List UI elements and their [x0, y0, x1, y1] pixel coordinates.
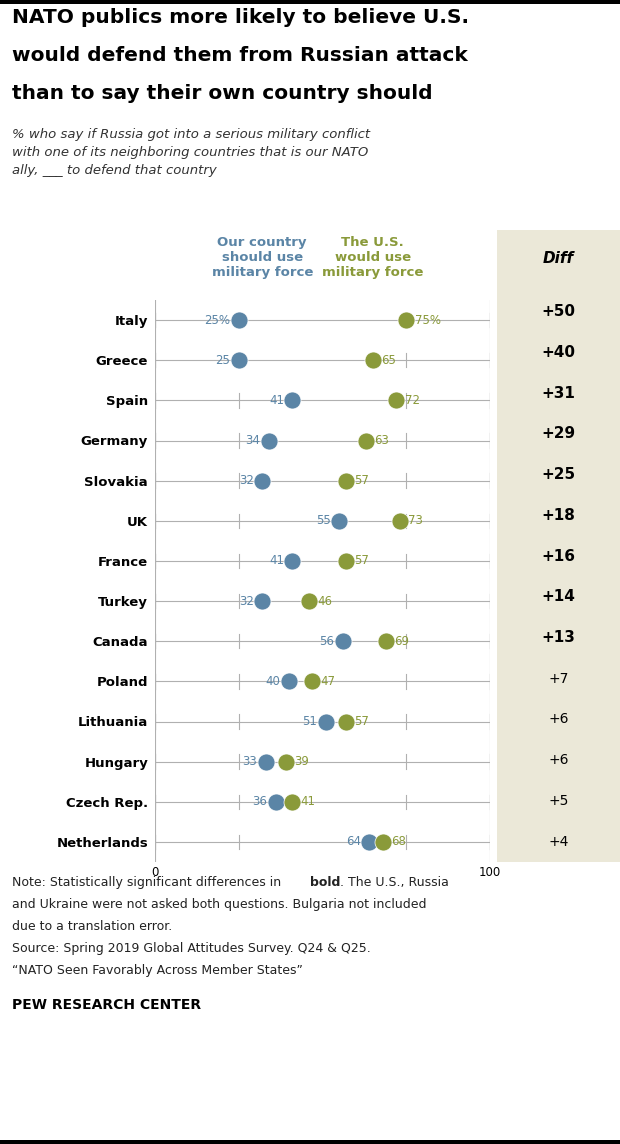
Point — [365, 833, 374, 851]
Text: 63: 63 — [374, 434, 389, 447]
Text: 34: 34 — [246, 434, 260, 447]
Text: 75%: 75% — [415, 313, 441, 326]
Text: +4: +4 — [548, 835, 569, 849]
Text: than to say their own country should: than to say their own country should — [12, 84, 433, 103]
Text: Our country
should use
military force: Our country should use military force — [211, 236, 313, 279]
Text: 55: 55 — [316, 515, 331, 527]
Point — [394, 511, 404, 530]
Text: Source: Spring 2019 Global Attitudes Survey. Q24 & Q25.: Source: Spring 2019 Global Attitudes Sur… — [12, 942, 371, 955]
Point — [284, 673, 294, 691]
Text: would defend them from Russian attack: would defend them from Russian attack — [12, 46, 467, 65]
Point — [341, 713, 351, 731]
Text: 47: 47 — [321, 675, 336, 688]
Text: 46: 46 — [317, 595, 332, 607]
Text: +29: +29 — [541, 427, 575, 442]
Point — [338, 633, 348, 651]
Point — [378, 833, 388, 851]
Text: +18: +18 — [541, 508, 575, 523]
Point — [381, 633, 391, 651]
Text: 40: 40 — [266, 675, 281, 688]
Text: % who say if Russia got into a serious military conflict
with one of its neighbo: % who say if Russia got into a serious m… — [12, 128, 370, 177]
Text: 65: 65 — [381, 353, 396, 367]
Text: 57: 57 — [354, 555, 369, 567]
Text: +5: +5 — [548, 794, 569, 808]
Text: 33: 33 — [242, 755, 257, 768]
Text: 51: 51 — [303, 715, 317, 728]
Text: 25: 25 — [216, 353, 231, 367]
Point — [281, 753, 291, 771]
Text: +25: +25 — [541, 467, 575, 482]
Text: 32: 32 — [239, 474, 254, 487]
Text: 57: 57 — [354, 715, 369, 728]
Point — [234, 311, 244, 329]
Point — [257, 591, 267, 610]
Point — [288, 551, 298, 570]
Point — [288, 391, 298, 410]
Point — [257, 471, 267, 490]
Point — [308, 673, 317, 691]
Text: +31: +31 — [541, 386, 575, 400]
Text: +13: +13 — [541, 630, 575, 645]
Point — [341, 551, 351, 570]
Text: 41: 41 — [269, 394, 284, 407]
Text: Note: Statistically significant differences in: Note: Statistically significant differen… — [12, 876, 285, 889]
Text: 41: 41 — [269, 555, 284, 567]
Text: +16: +16 — [541, 549, 575, 564]
Point — [341, 471, 351, 490]
Text: due to a translation error.: due to a translation error. — [12, 920, 172, 934]
Text: 72: 72 — [405, 394, 420, 407]
Text: . The U.S., Russia: . The U.S., Russia — [340, 876, 449, 889]
Text: 69: 69 — [394, 635, 410, 648]
Point — [401, 311, 411, 329]
Point — [260, 753, 270, 771]
Point — [334, 511, 344, 530]
Point — [321, 713, 331, 731]
Text: 57: 57 — [354, 474, 369, 487]
Text: 41: 41 — [301, 795, 316, 809]
Text: PEW RESEARCH CENTER: PEW RESEARCH CENTER — [12, 998, 201, 1012]
Point — [391, 391, 401, 410]
Text: 68: 68 — [391, 835, 406, 849]
Text: +14: +14 — [541, 589, 575, 604]
Text: 25%: 25% — [205, 313, 231, 326]
Text: 36: 36 — [252, 795, 267, 809]
Text: 56: 56 — [319, 635, 334, 648]
Point — [361, 431, 371, 450]
Point — [234, 351, 244, 370]
Text: and Ukraine were not asked both questions. Bulgaria not included: and Ukraine were not asked both question… — [12, 898, 427, 911]
Text: bold: bold — [310, 876, 340, 889]
Text: 64: 64 — [346, 835, 361, 849]
Text: 39: 39 — [294, 755, 309, 768]
Point — [264, 431, 274, 450]
Text: +50: +50 — [541, 304, 575, 319]
Text: Diff: Diff — [543, 251, 574, 267]
Text: NATO publics more likely to believe U.S.: NATO publics more likely to believe U.S. — [12, 8, 469, 27]
Point — [271, 793, 281, 811]
Point — [304, 591, 314, 610]
Text: The U.S.
would use
military force: The U.S. would use military force — [322, 236, 423, 279]
Text: “NATO Seen Favorably Across Member States”: “NATO Seen Favorably Across Member State… — [12, 964, 303, 977]
Text: +7: +7 — [548, 672, 569, 685]
Text: +40: +40 — [541, 344, 575, 360]
Text: 73: 73 — [408, 515, 423, 527]
Text: +6: +6 — [548, 753, 569, 768]
Text: +6: +6 — [548, 713, 569, 726]
Text: 32: 32 — [239, 595, 254, 607]
Point — [368, 351, 378, 370]
Point — [288, 793, 298, 811]
